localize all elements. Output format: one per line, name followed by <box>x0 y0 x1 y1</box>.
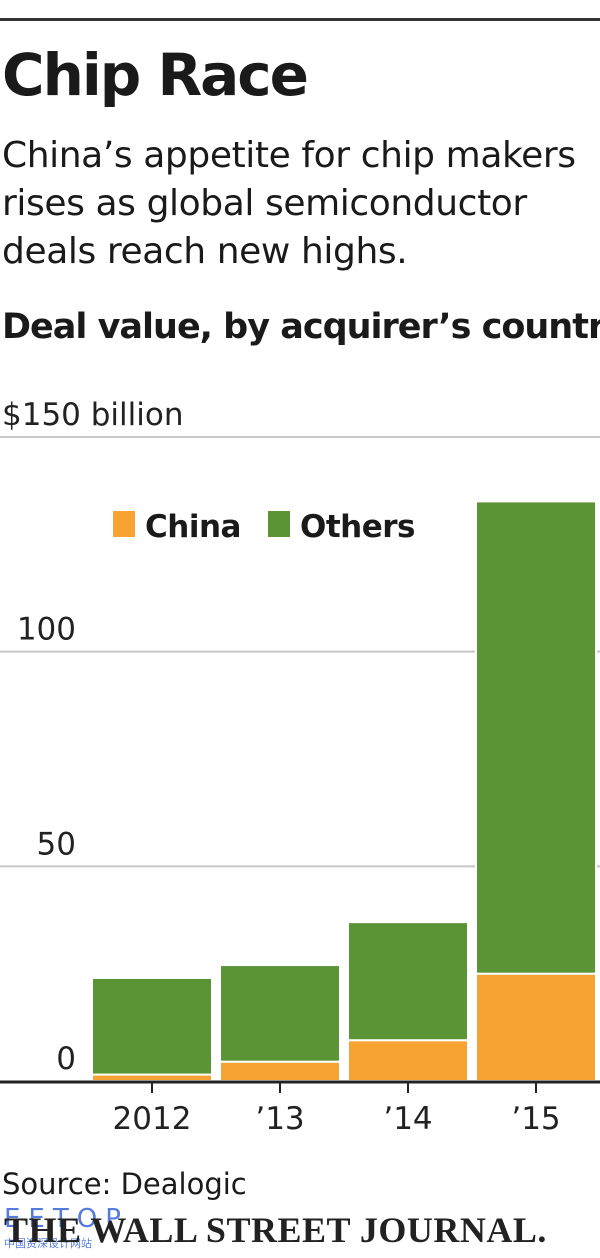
x-tick-label-2: ’14 <box>383 1101 432 1137</box>
watermark-subtext: 中国资深设计网站 <box>4 1237 92 1250</box>
publisher-name: THE WALL STREET JOURNAL. <box>4 1210 547 1250</box>
legend-label-others: Others <box>300 509 415 545</box>
bar-china-3 <box>475 972 597 1083</box>
bar-others-1 <box>219 964 341 1063</box>
chart-subtitle: China’s appetite for chip makers rises a… <box>2 135 576 272</box>
bar-china-1 <box>219 1060 341 1083</box>
watermark-logo: EETOP <box>4 1204 129 1234</box>
legend-label-china: China <box>145 509 241 545</box>
top-rule <box>0 18 600 21</box>
y-tick-label-150: $150 billion <box>2 397 184 433</box>
legend-swatch-china <box>113 511 135 537</box>
x-tick-label-0: 2012 <box>113 1101 192 1137</box>
chart-heading: Deal value, by acquirer’s country <box>2 307 600 347</box>
bar-others-2 <box>347 921 469 1042</box>
chart-title: Chip Race <box>2 41 309 109</box>
bar-china-2 <box>347 1039 469 1083</box>
x-tick-label-1: ’13 <box>255 1101 304 1137</box>
bar-others-3 <box>475 500 597 975</box>
bar-others-0 <box>91 976 213 1076</box>
x-tick-label-3: ’15 <box>511 1101 560 1137</box>
legend-swatch-others <box>268 511 290 537</box>
y-tick-label-0: 0 <box>56 1041 76 1077</box>
source-note: Source: Dealogic <box>2 1167 247 1201</box>
y-tick-label-50: 50 <box>37 826 76 862</box>
stacked-bar-chart: 0 50 100 $150 billion 2012 ’13 ’14 ’15 China Othe… <box>0 397 600 1137</box>
y-tick-label-100: 100 <box>17 612 76 648</box>
